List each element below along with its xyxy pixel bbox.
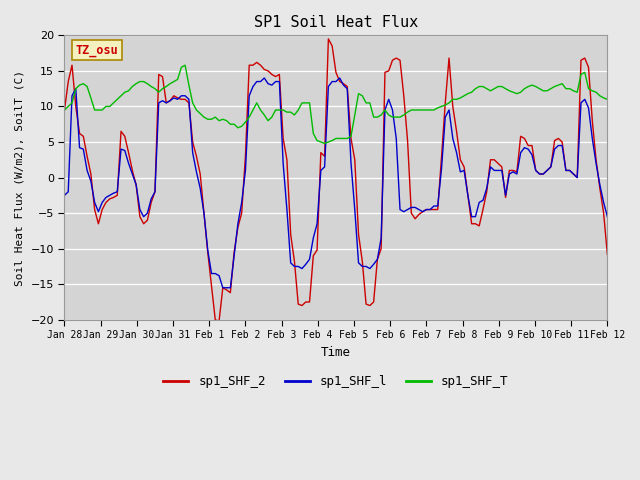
sp1_SHF_2 <box>479 207 487 213</box>
sp1_SHF_l <box>219 285 227 291</box>
sp1_SHF_T <box>65 104 72 109</box>
sp1_SHF_l <box>479 197 487 203</box>
sp1_SHF_l <box>65 189 72 195</box>
sp1_SHF_2 <box>381 70 388 75</box>
Y-axis label: Soil Heat Flux (W/m2), SoilT (C): Soil Heat Flux (W/m2), SoilT (C) <box>15 70 25 286</box>
sp1_SHF_T <box>573 89 581 95</box>
Line: sp1_SHF_l: sp1_SHF_l <box>65 78 607 288</box>
sp1_SHF_l <box>573 175 581 180</box>
sp1_SHF_T <box>61 107 68 113</box>
sp1_SHF_2 <box>324 36 332 42</box>
sp1_SHF_T <box>494 84 502 89</box>
sp1_SHF_l <box>61 192 68 198</box>
X-axis label: Time: Time <box>321 346 351 359</box>
sp1_SHF_T <box>181 62 189 68</box>
Text: TZ_osu: TZ_osu <box>76 44 118 57</box>
sp1_SHF_l <box>87 178 95 184</box>
sp1_SHF_2 <box>65 79 72 84</box>
sp1_SHF_l <box>381 107 388 113</box>
sp1_SHF_2 <box>87 171 95 177</box>
sp1_SHF_l <box>494 168 502 173</box>
sp1_SHF_2 <box>604 252 611 257</box>
sp1_SHF_T <box>321 141 328 146</box>
Title: SP1 Soil Heat Flux: SP1 Soil Heat Flux <box>254 15 418 30</box>
Line: sp1_SHF_T: sp1_SHF_T <box>65 65 607 144</box>
sp1_SHF_l <box>604 214 611 219</box>
sp1_SHF_T <box>87 95 95 101</box>
sp1_SHF_T <box>479 84 487 89</box>
sp1_SHF_2 <box>494 160 502 166</box>
sp1_SHF_2 <box>61 107 68 113</box>
sp1_SHF_T <box>381 107 388 113</box>
sp1_SHF_2 <box>573 175 581 180</box>
sp1_SHF_T <box>604 96 611 102</box>
sp1_SHF_2 <box>215 318 223 324</box>
Line: sp1_SHF_2: sp1_SHF_2 <box>65 39 607 321</box>
Legend: sp1_SHF_2, sp1_SHF_l, sp1_SHF_T: sp1_SHF_2, sp1_SHF_l, sp1_SHF_T <box>159 370 513 393</box>
sp1_SHF_l <box>260 75 268 81</box>
